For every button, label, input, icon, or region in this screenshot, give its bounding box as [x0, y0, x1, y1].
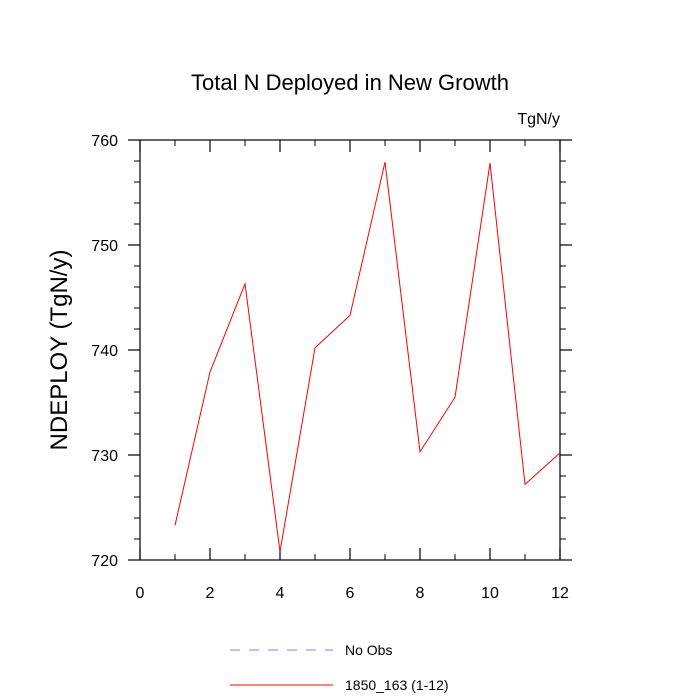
x-tick-label: 8	[416, 585, 425, 602]
units-label: TgN/y	[517, 111, 560, 128]
y-tick-label: 760	[91, 133, 118, 150]
y-tick-label: 720	[91, 553, 118, 570]
y-tick-label: 730	[91, 448, 118, 465]
y-tick-label: 750	[91, 238, 118, 255]
y-tick-label: 740	[91, 343, 118, 360]
x-tick-label: 6	[346, 585, 355, 602]
axes: 0 2 4 6 8 10 12 720 730 740 750 760	[91, 133, 572, 602]
x-tick-label: 10	[481, 585, 499, 602]
x-tick-label: 4	[276, 585, 285, 602]
series-layer	[174, 161, 561, 552]
x-tick-label: 12	[551, 585, 569, 602]
legend: No Obs 1850_163 (1-12)	[230, 642, 449, 693]
y-axis-label: NDEPLOY (TgN/y)	[46, 250, 73, 451]
legend-label: 1850_163 (1-12)	[345, 677, 449, 693]
legend-label: No Obs	[345, 642, 392, 658]
chart-title: Total N Deployed in New Growth	[191, 70, 509, 95]
plot-frame	[139, 139, 561, 561]
series-line	[174, 161, 561, 552]
x-tick-label: 0	[136, 585, 145, 602]
x-tick-label: 2	[206, 585, 215, 602]
